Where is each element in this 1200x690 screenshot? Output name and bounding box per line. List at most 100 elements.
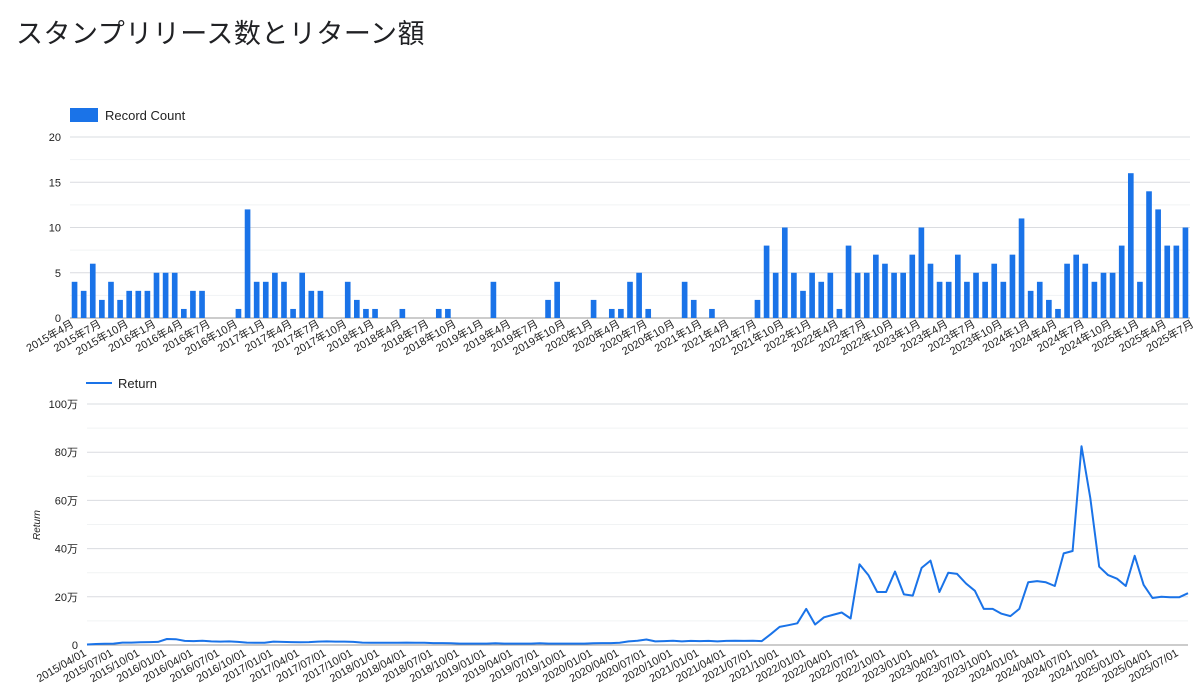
legend-label: Record Count (105, 108, 186, 123)
bar (590, 299, 597, 318)
bar (344, 281, 351, 318)
bar (1018, 218, 1025, 318)
bar (636, 272, 642, 318)
y-tick-label: 10 (49, 223, 61, 235)
bar (89, 263, 96, 318)
bar (681, 281, 688, 318)
bar (80, 290, 87, 318)
bar (153, 272, 160, 318)
bar (891, 272, 897, 318)
bar (445, 308, 451, 318)
bar (1009, 254, 1016, 318)
bar (1073, 254, 1080, 318)
bar (317, 290, 324, 318)
bar (1182, 227, 1189, 318)
bar (262, 281, 269, 318)
bar (772, 272, 779, 318)
y-tick-label: 0 (72, 640, 78, 652)
bar (144, 290, 151, 318)
y-tick-label: 100万 (49, 399, 78, 411)
bar (363, 308, 369, 318)
bar (863, 272, 870, 318)
bar (545, 299, 551, 318)
bar (964, 281, 970, 318)
bar (435, 308, 442, 318)
bar (809, 272, 815, 318)
bar (791, 272, 797, 318)
bar (354, 299, 360, 318)
record-count-chart: Record Count051015202015年4月2015年7月2015年1… (24, 108, 1196, 358)
y-axis-title: Return (32, 510, 43, 540)
bar (399, 308, 406, 318)
bar (945, 281, 952, 318)
y-tick-label: 5 (55, 268, 61, 280)
bar (690, 299, 697, 318)
bar (162, 272, 169, 318)
bar (645, 308, 652, 318)
bar (99, 299, 105, 318)
bar (1100, 272, 1107, 318)
bar (854, 272, 861, 318)
bar (882, 263, 888, 318)
bar (199, 290, 205, 318)
bar (1109, 272, 1116, 318)
bar (1127, 173, 1134, 318)
bar (171, 272, 178, 318)
bar (244, 209, 251, 318)
bar (1118, 245, 1125, 318)
bar (800, 290, 806, 318)
bar (180, 308, 187, 318)
bar (954, 254, 961, 318)
bar (253, 281, 260, 318)
y-tick-label: 0 (55, 313, 61, 325)
bar (1036, 281, 1043, 318)
bar (827, 272, 834, 318)
y-tick-label: 20 (49, 132, 61, 144)
bar (909, 254, 916, 318)
bar (918, 227, 925, 318)
bar (836, 308, 843, 318)
bar (1000, 281, 1007, 318)
bar (117, 299, 123, 318)
bar (1155, 209, 1161, 318)
bar (554, 281, 560, 318)
bar (308, 290, 315, 318)
bar (618, 308, 624, 318)
bar (126, 290, 133, 318)
bar (900, 272, 906, 318)
y-tick-label: 15 (49, 177, 61, 189)
page-title: スタンプリリース数とリターン額 (16, 19, 425, 50)
bar (709, 308, 715, 318)
bar (1027, 290, 1034, 318)
bar (1046, 299, 1052, 318)
bar (1164, 245, 1171, 318)
return-series-line (86, 445, 1189, 646)
bar (490, 281, 497, 318)
y-tick-label: 40万 (55, 544, 78, 556)
bar (627, 281, 633, 318)
bar (290, 308, 296, 318)
legend-label: Return (118, 376, 157, 391)
bar (272, 272, 278, 318)
bar (235, 308, 242, 318)
bar (973, 272, 979, 318)
bar (845, 245, 852, 318)
bar (763, 245, 770, 318)
bar (1146, 191, 1152, 318)
bar (781, 227, 788, 318)
y-tick-label: 80万 (55, 447, 78, 459)
bar (936, 281, 943, 318)
y-tick-label: 20万 (55, 592, 78, 604)
bar (754, 299, 761, 318)
bar (873, 254, 879, 318)
bar (1173, 245, 1180, 318)
bar (1082, 263, 1089, 318)
bar (108, 281, 114, 318)
bar (190, 290, 196, 318)
bar (927, 263, 934, 318)
bar (71, 281, 78, 318)
bar (281, 281, 287, 318)
bar (982, 281, 988, 318)
bar (1055, 308, 1061, 318)
